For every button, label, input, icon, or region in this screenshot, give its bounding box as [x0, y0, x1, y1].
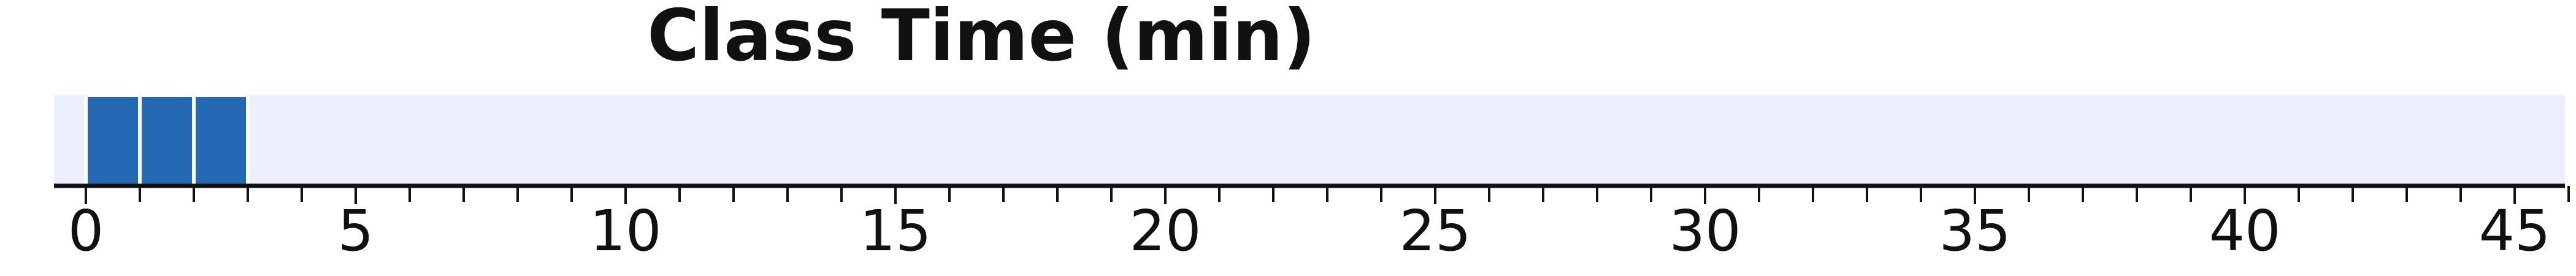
- x-tick-label: 20: [1129, 198, 1201, 264]
- plot-band: [54, 95, 2565, 186]
- plot-band-layer: [54, 95, 2565, 186]
- bar-segment-3: [192, 93, 250, 188]
- x-tick-label: 15: [859, 198, 931, 264]
- x-tick-label: 35: [1939, 198, 2011, 264]
- x-tick-label: 25: [1399, 198, 1471, 264]
- x-tick-label: 45: [2478, 198, 2550, 264]
- bar-segment-2: [138, 93, 196, 188]
- chart-title: Class Time (min): [647, 0, 1316, 77]
- x-axis: 0 5 10 15 20 25 30 35 40 45: [54, 183, 2570, 264]
- x-tick-label: 40: [2209, 198, 2280, 264]
- bar-layer: [84, 93, 250, 188]
- x-tick-label: 10: [589, 198, 661, 264]
- x-tick-label: 30: [1669, 198, 1741, 264]
- x-tick-label: 0: [68, 198, 104, 264]
- bar-segment-1: [84, 93, 142, 188]
- x-tick-label: 5: [338, 198, 374, 264]
